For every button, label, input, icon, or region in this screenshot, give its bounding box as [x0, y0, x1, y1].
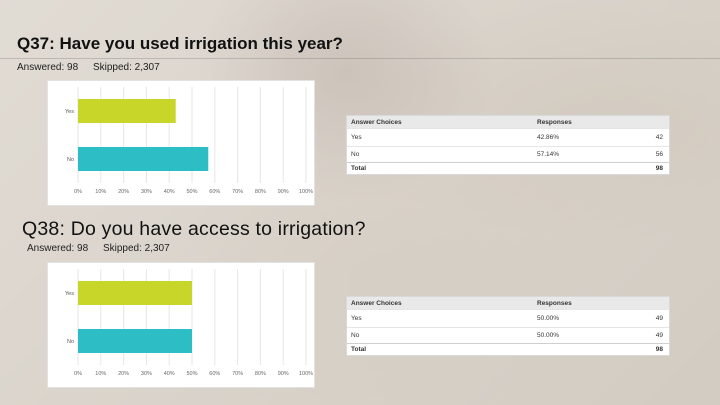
q37-divider	[0, 58, 720, 59]
q37-bar-chart: 0% 10% 20% 30% 40% 50% 60% 70% 80% 90% 100% Yes No	[47, 80, 315, 206]
q37-row-yes-count: 42	[655, 134, 663, 141]
x-tick-label: 80%	[255, 371, 266, 377]
q37-row-yes-choice: Yes	[351, 134, 362, 141]
bar-yes	[78, 281, 192, 305]
q38-table-header: Answer Choices Responses	[347, 297, 669, 309]
table-row: Yes 50.00% 49	[347, 309, 669, 327]
q38-row-no-choice: No	[351, 332, 360, 339]
y-category-label: Yes	[65, 291, 74, 297]
table-row: No 57.14% 56	[347, 146, 669, 162]
q37-total-count: 98	[655, 165, 663, 172]
q38-row-yes-count: 49	[655, 315, 663, 322]
x-tick-label: 30%	[141, 189, 152, 195]
y-category-label: No	[67, 157, 74, 163]
x-tick-label: 0%	[74, 371, 82, 377]
x-tick-label: 70%	[232, 371, 243, 377]
y-category-label: Yes	[65, 109, 74, 115]
q37-table-header: Answer Choices Responses	[347, 116, 669, 128]
q38-chart-svg: 0% 10% 20% 30% 40% 50% 60% 70% 80% 90% 100% Yes No	[65, 269, 313, 377]
x-tick-label: 90%	[278, 189, 289, 195]
q38-row-no-count: 49	[655, 332, 663, 339]
q37-total-label: Total	[351, 165, 367, 172]
x-tick-label: 10%	[95, 371, 106, 377]
x-tick-label: 10%	[95, 189, 106, 195]
q37-row-no-pct: 57.14%	[537, 151, 560, 158]
q38-answered: Answered: 98	[27, 243, 89, 254]
q37-title: Q37: Have you used irrigation this year?	[17, 34, 343, 53]
x-tick-label: 40%	[164, 371, 175, 377]
x-tick-label: 40%	[164, 189, 175, 195]
q38-total-label: Total	[351, 346, 367, 353]
q37-header-responses: Responses	[537, 118, 572, 126]
x-tick-label: 50%	[186, 371, 197, 377]
q37-total-row: Total 98	[347, 162, 669, 174]
q37-header-choices: Answer Choices	[351, 118, 402, 126]
table-row: Yes 42.86% 42	[347, 128, 669, 146]
x-tick-label: 100%	[299, 189, 313, 195]
bar-no	[78, 147, 209, 171]
q38-title: Q38: Do you have access to irrigation?	[22, 218, 366, 240]
x-tick-label: 60%	[209, 371, 220, 377]
q37-row-no-choice: No	[351, 151, 360, 158]
x-tick-label: 60%	[209, 189, 220, 195]
y-category-label: No	[67, 339, 74, 345]
q37-skipped: Skipped: 2,307	[92, 62, 160, 73]
q38-total-row: Total 98	[347, 343, 669, 355]
x-tick-label: 70%	[232, 189, 243, 195]
q38-header-choices: Answer Choices	[351, 299, 402, 307]
q38-bar-chart: 0% 10% 20% 30% 40% 50% 60% 70% 80% 90% 100% Yes No	[47, 262, 315, 388]
q37-response-table: Answer Choices Responses Yes 42.86% 42 N…	[346, 115, 670, 175]
q38-response-table: Answer Choices Responses Yes 50.00% 49 N…	[346, 296, 670, 356]
q38-meta: Answered: 98 Skipped: 2,307	[27, 243, 182, 254]
x-tick-label: 0%	[74, 189, 82, 195]
x-tick-label: 50%	[186, 189, 197, 195]
x-tick-label: 20%	[118, 189, 129, 195]
x-tick-label: 80%	[255, 189, 266, 195]
q38-skipped: Skipped: 2,307	[102, 243, 170, 254]
x-tick-label: 100%	[299, 371, 313, 377]
q37-chart-svg: 0% 10% 20% 30% 40% 50% 60% 70% 80% 90% 100% Yes No	[65, 87, 313, 195]
q37-row-yes-pct: 42.86%	[537, 134, 560, 141]
q38-row-yes-choice: Yes	[351, 315, 362, 322]
table-row: No 50.00% 49	[347, 327, 669, 343]
x-tick-label: 90%	[278, 371, 289, 377]
q38-row-yes-pct: 50.00%	[537, 315, 560, 322]
q37-answered: Answered: 98	[17, 62, 79, 73]
q37-meta: Answered: 98 Skipped: 2,307	[17, 62, 172, 73]
x-tick-label: 30%	[141, 371, 152, 377]
q38-header-responses: Responses	[537, 299, 572, 307]
x-tick-label: 20%	[118, 371, 129, 377]
q38-row-no-pct: 50.00%	[537, 332, 560, 339]
q38-total-count: 98	[655, 346, 663, 353]
bar-yes	[78, 99, 176, 123]
q37-row-no-count: 56	[655, 151, 663, 158]
bar-no	[78, 329, 192, 353]
